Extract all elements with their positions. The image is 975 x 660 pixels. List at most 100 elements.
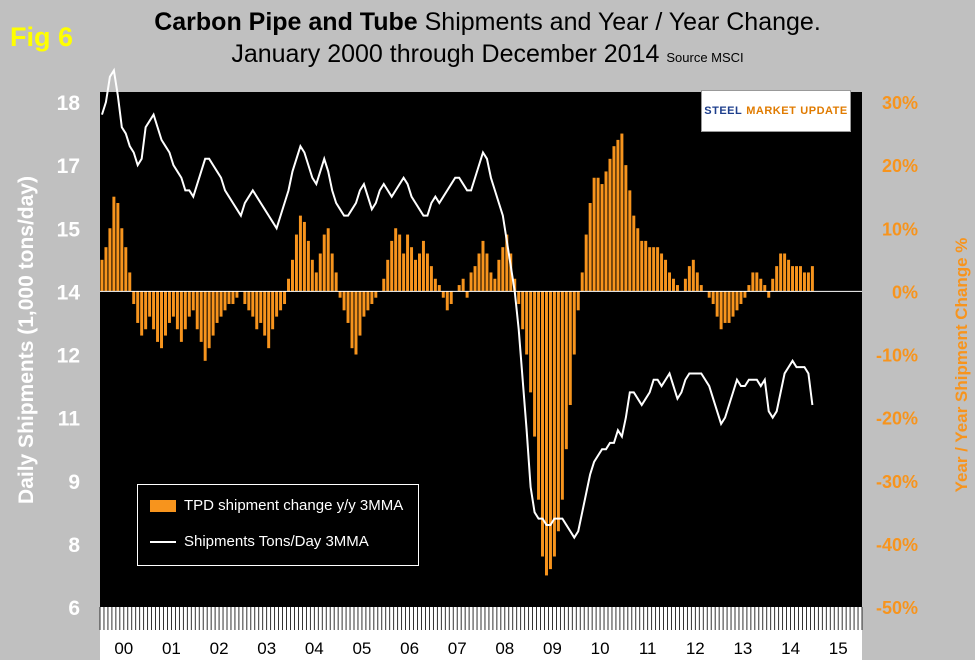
bar: [433, 278, 437, 292]
bar: [410, 247, 414, 292]
bar: [398, 234, 402, 292]
bar: [763, 285, 767, 292]
bar: [755, 272, 759, 292]
bar: [497, 259, 501, 292]
right-tick-label: 30%: [882, 93, 918, 113]
bar: [425, 253, 429, 292]
bar: [124, 247, 128, 292]
bar: [560, 291, 564, 500]
right-tick-label: -40%: [876, 535, 918, 555]
bar: [775, 266, 779, 292]
x-tick-label: 02: [210, 639, 229, 658]
x-minor-ticks: [99, 607, 863, 630]
bar: [346, 291, 350, 323]
bar: [342, 291, 346, 311]
y-axis-label-left: Daily Shipments (1,000 tons/day): [15, 176, 38, 504]
bar: [358, 291, 362, 336]
bar: [640, 240, 644, 292]
bar: [152, 291, 156, 330]
bar: [298, 215, 302, 292]
bar: [441, 291, 445, 298]
right-tick-label: -30%: [876, 472, 918, 492]
bar: [437, 285, 441, 292]
bar: [656, 247, 660, 292]
bar: [727, 291, 731, 323]
bar: [259, 291, 263, 323]
bar: [231, 291, 235, 305]
legend-label-bars: TPD shipment change y/y 3MMA: [184, 497, 404, 514]
bar: [243, 291, 247, 305]
bar: [171, 291, 175, 317]
bar: [140, 291, 144, 336]
x-tick-label: 08: [495, 639, 514, 658]
right-axis-ticks: 30% 20% 10% 0% -10% -20% -30% -40% -50%: [876, 93, 918, 618]
bar: [660, 253, 664, 292]
bar: [203, 291, 207, 361]
bar: [394, 228, 398, 292]
bar: [477, 253, 481, 292]
bar: [783, 253, 787, 292]
bar: [675, 285, 679, 292]
bar: [521, 291, 525, 330]
x-tick-label: 01: [162, 639, 181, 658]
bar: [366, 291, 370, 311]
bar: [175, 291, 179, 330]
bar: [310, 259, 314, 292]
x-tick-label: 03: [257, 639, 276, 658]
bar: [199, 291, 203, 342]
right-tick-label: 0%: [892, 282, 918, 302]
legend: TPD shipment change y/y 3MMA Shipments T…: [137, 484, 419, 566]
bar: [120, 228, 124, 292]
bar: [719, 291, 723, 330]
bar: [668, 272, 671, 292]
x-tick-label: 04: [305, 639, 324, 658]
bar: [183, 291, 187, 330]
bar: [136, 291, 140, 323]
bar: [481, 240, 485, 292]
bar-series: [100, 133, 814, 576]
left-tick-label: 18: [57, 92, 81, 115]
bar: [715, 291, 719, 317]
bar: [160, 291, 163, 349]
bar: [449, 291, 453, 305]
bar: [596, 177, 600, 292]
figure-label: Fig 6: [10, 22, 74, 52]
bar: [791, 266, 795, 292]
bar: [564, 291, 568, 450]
chart-subtitle-text: January 2000 through December 2014: [231, 40, 660, 68]
bar: [695, 272, 699, 292]
bar: [314, 272, 318, 292]
bar: [179, 291, 183, 342]
bar: [552, 291, 556, 557]
legend-swatch-line: [150, 540, 176, 543]
bar: [287, 278, 290, 292]
bar: [588, 203, 592, 292]
bar: [191, 291, 195, 311]
right-tick-label: 20%: [882, 156, 918, 176]
bar: [211, 291, 215, 336]
bar: [672, 278, 675, 292]
bar: [731, 291, 735, 317]
bar: [338, 291, 342, 298]
right-tick-label: -20%: [876, 409, 918, 429]
bar: [334, 272, 338, 292]
bar: [326, 228, 330, 292]
x-tick-label: 13: [733, 639, 752, 658]
bar: [810, 266, 814, 292]
bar: [592, 177, 596, 292]
chart-title-rest: Shipments and Year / Year Change.: [417, 8, 821, 36]
bar: [350, 291, 354, 349]
bar: [100, 259, 104, 292]
bar: [164, 291, 167, 336]
bar: [402, 253, 406, 292]
x-tick-label: 14: [781, 639, 800, 658]
bar: [247, 291, 251, 311]
bar: [116, 203, 120, 292]
left-tick-label: 15: [57, 218, 81, 241]
bar: [517, 291, 521, 305]
bar: [112, 196, 116, 292]
bar: [354, 291, 358, 355]
bar: [207, 291, 211, 349]
bar: [652, 247, 656, 292]
bar: [167, 291, 171, 323]
